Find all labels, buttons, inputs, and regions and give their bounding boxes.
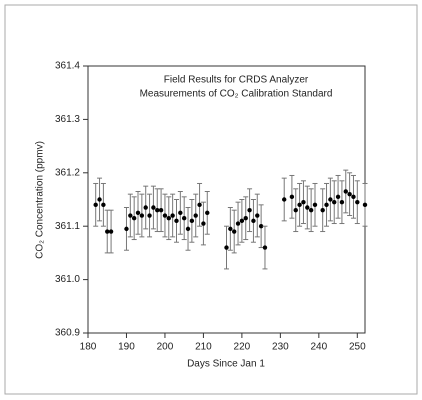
point (189, 218, 195, 224)
point (124, 226, 129, 232)
y-axis-label: CO₂ Concentration (ppmv) (35, 141, 46, 259)
point (151, 205, 156, 210)
frame (4, 4, 418, 395)
point (155, 207, 160, 213)
point (289, 194, 295, 200)
point (97, 197, 102, 202)
point (308, 207, 314, 213)
point (143, 205, 148, 210)
point (185, 226, 191, 232)
y-tick-label: 361.0 (55, 274, 80, 285)
point (135, 210, 141, 216)
point (328, 197, 333, 202)
point (93, 202, 98, 208)
point (178, 210, 183, 216)
x-tick-label: 220 (234, 342, 251, 353)
point (362, 202, 368, 208)
point (139, 213, 145, 218)
point (181, 215, 187, 221)
y-tick-label: 361.4 (55, 61, 80, 72)
point (197, 202, 202, 208)
point (312, 202, 318, 208)
x-tick-label: 210 (195, 342, 212, 353)
point (162, 213, 168, 218)
point (193, 213, 198, 218)
point (335, 194, 341, 200)
x-tick-label: 190 (118, 342, 135, 353)
point (347, 191, 352, 197)
point (174, 218, 179, 224)
point (262, 245, 268, 250)
point (251, 218, 256, 224)
point (228, 226, 233, 232)
x-tick-label: 240 (310, 342, 327, 353)
chart-title: Measurements of CO₂ Calibration Standard (140, 89, 333, 100)
point (282, 197, 287, 202)
point (355, 199, 360, 205)
y-tick-label: 361.3 (55, 114, 80, 125)
point (231, 229, 237, 234)
point (105, 229, 110, 234)
point (239, 218, 245, 224)
point (255, 213, 260, 218)
point (101, 202, 106, 208)
y-tick-label: 361.2 (55, 167, 80, 178)
point (324, 202, 329, 208)
point (205, 210, 210, 216)
x-axis-label: Days Since Jan 1 (187, 359, 265, 370)
point (297, 202, 302, 208)
point (108, 229, 114, 234)
point (170, 213, 175, 218)
point (235, 221, 241, 226)
point (258, 224, 264, 229)
point (224, 245, 229, 250)
point (128, 213, 133, 218)
x-tick-label: 230 (272, 342, 289, 353)
point (166, 215, 171, 221)
x-tick-label: 180 (80, 342, 97, 353)
point (201, 221, 206, 226)
point (351, 194, 356, 200)
point (332, 199, 337, 205)
chart-title: Field Results for CRDS Analyzer (164, 75, 309, 86)
point (305, 205, 310, 210)
point (301, 199, 306, 205)
x-tick-label: 200 (157, 342, 174, 353)
point (247, 207, 252, 213)
point (293, 207, 298, 213)
point (243, 215, 248, 221)
x-tick-label: 250 (349, 342, 366, 353)
y-tick-label: 361.1 (55, 221, 80, 232)
point (131, 215, 137, 221)
point (320, 207, 325, 213)
y-tick-label: 360.9 (55, 328, 80, 339)
point (339, 199, 345, 205)
point (147, 213, 152, 218)
point (158, 207, 164, 213)
point (343, 189, 348, 194)
